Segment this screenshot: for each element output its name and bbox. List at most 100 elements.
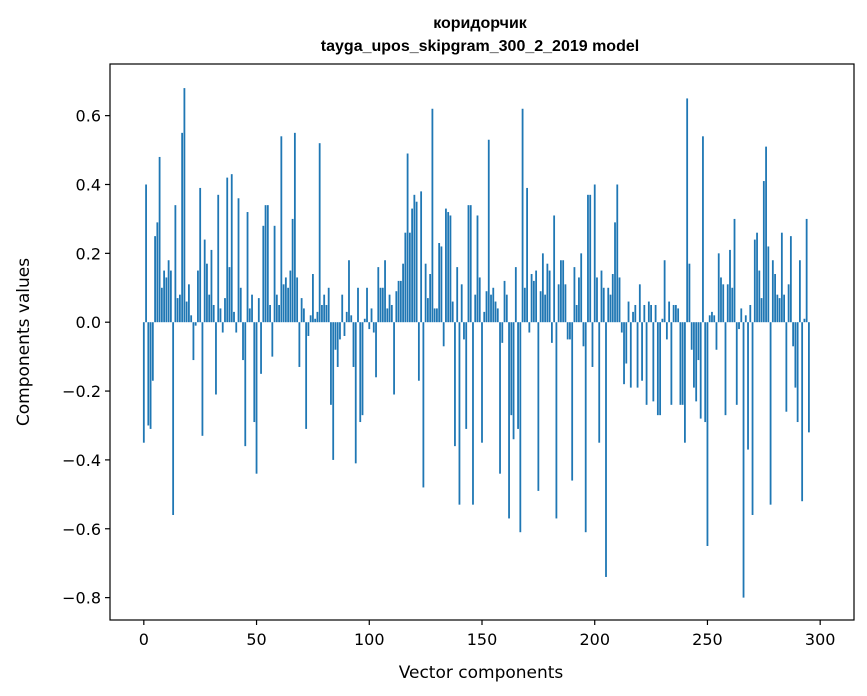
bar <box>593 184 596 323</box>
bar <box>278 304 280 323</box>
bar <box>203 239 206 323</box>
bar <box>169 270 172 323</box>
bar <box>738 322 740 330</box>
bar <box>733 218 736 323</box>
bar <box>341 294 344 323</box>
bar <box>704 322 707 423</box>
bar <box>424 263 427 323</box>
bar <box>796 322 799 423</box>
bar <box>449 215 452 323</box>
bar <box>388 294 391 323</box>
bar <box>562 260 565 323</box>
bar <box>343 322 346 336</box>
bar <box>185 301 188 323</box>
bar <box>496 308 499 323</box>
bar <box>672 304 675 323</box>
bar <box>248 308 251 323</box>
bar <box>654 304 657 323</box>
bar <box>411 208 414 323</box>
bar <box>614 222 616 323</box>
bar <box>485 291 488 323</box>
bar <box>160 287 163 323</box>
bar <box>544 294 547 323</box>
bar <box>366 287 368 323</box>
bar <box>582 322 585 347</box>
bar <box>183 88 186 323</box>
bar <box>492 287 495 323</box>
bar <box>550 322 553 343</box>
bar <box>330 322 332 405</box>
bar <box>438 243 441 323</box>
bar <box>302 308 305 323</box>
bar <box>794 322 797 388</box>
bar <box>697 322 700 361</box>
bar <box>740 308 743 323</box>
bar <box>476 215 479 323</box>
bar <box>465 322 468 429</box>
bar <box>375 322 377 378</box>
bar <box>467 205 470 323</box>
bar <box>566 322 569 340</box>
bar <box>284 277 287 323</box>
bar <box>456 267 459 323</box>
bar <box>176 298 179 323</box>
bar <box>753 239 756 323</box>
bar <box>778 298 781 323</box>
bar <box>206 263 208 323</box>
x-tick-label: 100 <box>354 630 385 649</box>
bar <box>260 322 262 374</box>
bar <box>390 304 393 323</box>
bar <box>528 322 531 333</box>
bar <box>647 301 650 323</box>
bar <box>805 218 808 323</box>
bar <box>327 287 330 323</box>
bar <box>762 181 765 323</box>
bar <box>208 294 211 323</box>
bar <box>246 212 249 323</box>
bar <box>661 318 664 323</box>
y-tick-label: 0.4 <box>76 175 101 194</box>
bar <box>163 270 166 323</box>
bar <box>181 132 184 323</box>
bar <box>670 322 673 405</box>
bar <box>620 322 623 333</box>
bar <box>393 322 395 395</box>
bar <box>623 322 625 385</box>
bar <box>758 270 761 323</box>
bar <box>650 304 652 323</box>
bar <box>336 322 339 367</box>
bar <box>287 287 290 323</box>
bar <box>271 322 274 357</box>
bar <box>659 322 662 416</box>
bar <box>447 212 450 323</box>
chart-title: коридорчик <box>433 15 528 32</box>
bar <box>731 287 734 323</box>
bar <box>481 322 483 443</box>
bar <box>729 249 731 323</box>
bar <box>212 304 215 323</box>
bar <box>339 322 341 340</box>
bar <box>726 284 729 323</box>
bar <box>706 322 709 546</box>
bar <box>629 322 632 388</box>
bar <box>192 322 195 361</box>
bar <box>314 318 317 323</box>
bar <box>350 315 353 323</box>
bar <box>537 322 540 491</box>
bar <box>199 187 202 323</box>
bar <box>228 267 231 323</box>
bar <box>548 270 551 323</box>
bar <box>517 322 519 429</box>
bar <box>587 194 589 323</box>
bar <box>197 270 199 323</box>
bar <box>505 294 508 323</box>
x-tick-label: 200 <box>579 630 610 649</box>
bar <box>569 322 571 340</box>
bar <box>251 294 253 323</box>
bar <box>699 322 702 419</box>
bar <box>713 315 716 323</box>
bar <box>789 236 792 323</box>
bar <box>402 263 404 323</box>
bar <box>420 191 423 323</box>
